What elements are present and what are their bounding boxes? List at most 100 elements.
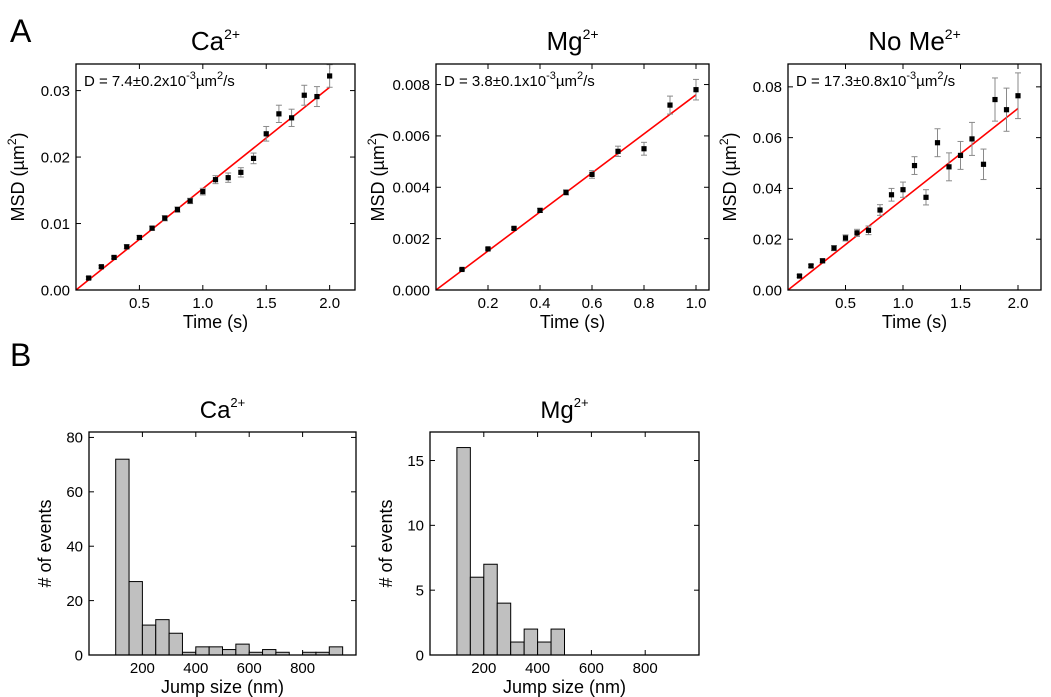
histogram-bar bbox=[262, 649, 277, 656]
y-tick-label: 0.03 bbox=[41, 83, 70, 100]
y-tick-label: 0.02 bbox=[753, 231, 782, 248]
data-point bbox=[98, 264, 104, 270]
x-tick-label: 1.5 bbox=[950, 295, 971, 312]
x-tick-label: 1.0 bbox=[192, 295, 213, 312]
panel-label-a: A bbox=[10, 13, 32, 49]
y-tick-label: 10 bbox=[407, 518, 424, 535]
chart-title: Mg2+ bbox=[540, 395, 588, 424]
histogram-bar bbox=[222, 649, 237, 656]
x-tick-label: 0.6 bbox=[582, 295, 603, 312]
fit-line bbox=[787, 107, 1019, 291]
histogram-bar bbox=[523, 628, 539, 656]
data-point bbox=[563, 189, 569, 196]
data-point bbox=[900, 187, 906, 193]
data-point bbox=[276, 111, 282, 117]
data-point bbox=[957, 152, 964, 159]
data-point bbox=[888, 192, 895, 198]
msd-ca-chart: Ca2+ 0.5 1.0 1.5 2.0 0.00 0.01 0.02 0.03 D = 7.4±… bbox=[5, 26, 356, 332]
data-point bbox=[911, 162, 918, 169]
x-axis-label: Time (s) bbox=[183, 312, 248, 332]
msd-mg-chart: Mg2+ 0.2 0.4 0.6 0.8 1.0 0.000 0.002 0.004 0.006 0… bbox=[365, 26, 710, 332]
y-tick-label: 0.06 bbox=[753, 130, 782, 147]
y-tick-label: 0 bbox=[75, 647, 83, 664]
x-axis-label: Time (s) bbox=[882, 312, 947, 332]
plot-frame bbox=[88, 431, 357, 656]
histogram-bar bbox=[141, 624, 157, 656]
histogram-bar bbox=[128, 581, 143, 656]
y-tick-label: 0.000 bbox=[392, 282, 430, 299]
x-tick-label: 2.0 bbox=[1008, 295, 1029, 312]
histogram-bar bbox=[537, 641, 552, 656]
data-point bbox=[485, 246, 491, 252]
y-tick-label: 60 bbox=[66, 484, 83, 501]
histogram-bar bbox=[208, 646, 223, 656]
data-point bbox=[992, 96, 998, 103]
data-point bbox=[980, 161, 987, 167]
data-point bbox=[819, 258, 826, 264]
x-tick-label: 600 bbox=[237, 660, 262, 677]
x-tick-label: 0.2 bbox=[478, 295, 499, 312]
plot-frame bbox=[435, 63, 710, 291]
data-point bbox=[589, 171, 595, 178]
x-tick-label: 2.0 bbox=[319, 295, 340, 312]
x-axis-label: Jump size (nm) bbox=[161, 677, 284, 697]
data-point bbox=[124, 244, 130, 250]
x-tick-label: 200 bbox=[130, 660, 155, 677]
plot-frame bbox=[75, 63, 356, 291]
y-tick-label: 0.00 bbox=[753, 282, 782, 299]
data-point bbox=[200, 189, 206, 195]
x-tick-label: 800 bbox=[633, 660, 658, 677]
data-point bbox=[667, 102, 673, 108]
histogram-bar bbox=[469, 576, 485, 656]
data-point bbox=[808, 263, 814, 269]
x-axis-label: Time (s) bbox=[540, 312, 605, 332]
jump-size-histogram-mg: Mg2+ 200 400 600 800 0 5 10 15 Jump size (nm) # of… bbox=[376, 395, 700, 697]
histogram-bar bbox=[550, 628, 565, 656]
data-point bbox=[238, 169, 244, 175]
x-tick-label: 1.0 bbox=[893, 295, 914, 312]
data-point bbox=[225, 175, 231, 181]
histogram-bar bbox=[155, 619, 170, 656]
data-point bbox=[831, 245, 837, 251]
data-point bbox=[796, 273, 803, 279]
plot-frame bbox=[429, 431, 700, 656]
data-point bbox=[693, 87, 699, 93]
y-tick-label: 0.002 bbox=[392, 231, 430, 248]
x-tick-label: 800 bbox=[290, 660, 315, 677]
x-tick-label: 0.4 bbox=[530, 295, 551, 312]
y-tick-label: 0.006 bbox=[392, 128, 430, 145]
data-point bbox=[86, 275, 92, 281]
data-point bbox=[842, 235, 849, 241]
chart-title: Ca2+ bbox=[200, 395, 246, 424]
x-tick-label: 400 bbox=[525, 660, 550, 677]
histogram-bar bbox=[483, 563, 498, 656]
y-tick-label: 5 bbox=[416, 582, 424, 599]
data-point bbox=[1003, 107, 1010, 113]
x-tick-label: 200 bbox=[471, 660, 496, 677]
x-tick-label: 1.0 bbox=[686, 295, 707, 312]
data-point bbox=[969, 136, 975, 142]
y-tick-label: 80 bbox=[66, 430, 83, 447]
y-tick-label: 0.04 bbox=[753, 181, 782, 198]
x-tick-label: 400 bbox=[183, 660, 208, 677]
histogram-bar bbox=[456, 447, 471, 656]
y-axis-label: MSD (µm2) bbox=[365, 132, 388, 221]
data-point bbox=[511, 225, 517, 231]
y-tick-label: 0.004 bbox=[392, 180, 430, 197]
data-point bbox=[263, 131, 269, 137]
data-point bbox=[641, 146, 647, 152]
histogram-bar bbox=[168, 632, 183, 656]
data-point bbox=[174, 206, 181, 213]
histogram-bar bbox=[235, 643, 250, 656]
y-axis-label: # of events bbox=[35, 499, 55, 587]
data-point bbox=[946, 164, 952, 170]
y-tick-label: 0.008 bbox=[392, 77, 430, 94]
data-point bbox=[136, 234, 143, 241]
data-point bbox=[288, 115, 295, 121]
y-tick-label: 0 bbox=[416, 647, 424, 664]
data-point bbox=[877, 207, 883, 213]
data-point bbox=[162, 215, 168, 221]
y-tick-label: 0.00 bbox=[41, 282, 70, 299]
x-tick-label: 0.5 bbox=[835, 295, 856, 312]
